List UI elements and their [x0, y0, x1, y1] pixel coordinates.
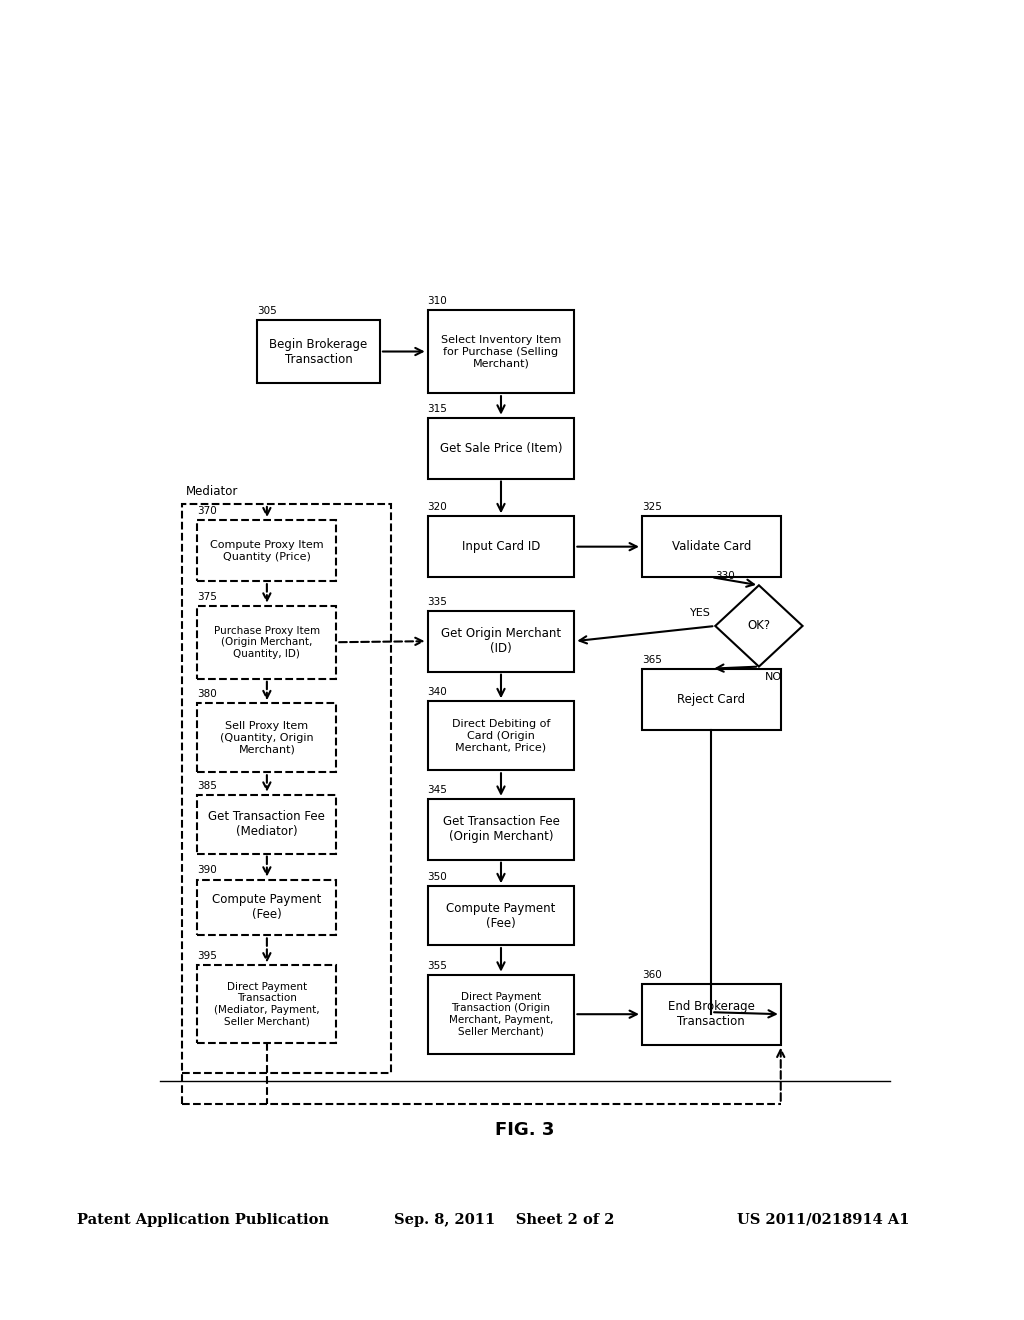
Text: Compute Payment
(Fee): Compute Payment (Fee)	[446, 902, 556, 929]
FancyBboxPatch shape	[642, 669, 780, 730]
FancyBboxPatch shape	[428, 799, 574, 859]
Text: Get Transaction Fee
(Origin Merchant): Get Transaction Fee (Origin Merchant)	[442, 816, 559, 843]
Text: Compute Proxy Item
Quantity (Price): Compute Proxy Item Quantity (Price)	[210, 540, 324, 561]
Text: Direct Payment
Transaction (Origin
Merchant, Payment,
Seller Merchant): Direct Payment Transaction (Origin Merch…	[449, 991, 553, 1036]
Text: Get Transaction Fee
(Mediator): Get Transaction Fee (Mediator)	[209, 810, 326, 838]
Text: 305: 305	[257, 306, 276, 315]
Text: Compute Payment
(Fee): Compute Payment (Fee)	[212, 894, 322, 921]
Text: Sep. 8, 2011    Sheet 2 of 2: Sep. 8, 2011 Sheet 2 of 2	[394, 1213, 614, 1226]
Text: 390: 390	[198, 866, 217, 875]
Text: Get Origin Merchant
(ID): Get Origin Merchant (ID)	[441, 627, 561, 655]
Text: 355: 355	[428, 961, 447, 970]
Text: Patent Application Publication: Patent Application Publication	[77, 1213, 329, 1226]
Text: 310: 310	[428, 296, 447, 306]
Text: 375: 375	[198, 591, 217, 602]
Text: Get Sale Price (Item): Get Sale Price (Item)	[439, 442, 562, 454]
Text: Sell Proxy Item
(Quantity, Origin
Merchant): Sell Proxy Item (Quantity, Origin Mercha…	[220, 721, 313, 754]
Text: 325: 325	[642, 502, 662, 512]
FancyBboxPatch shape	[428, 417, 574, 479]
Text: 385: 385	[198, 780, 217, 791]
FancyBboxPatch shape	[198, 606, 336, 678]
FancyBboxPatch shape	[428, 701, 574, 771]
Text: NO: NO	[765, 672, 782, 681]
Text: 380: 380	[198, 689, 217, 700]
Text: OK?: OK?	[748, 619, 770, 632]
FancyBboxPatch shape	[642, 983, 780, 1044]
Text: 335: 335	[428, 597, 447, 607]
Text: Direct Debiting of
Card (Origin
Merchant, Price): Direct Debiting of Card (Origin Merchant…	[452, 719, 550, 752]
Text: YES: YES	[690, 607, 712, 618]
Text: 370: 370	[198, 506, 217, 516]
FancyBboxPatch shape	[198, 795, 336, 854]
Text: 330: 330	[715, 572, 735, 581]
Polygon shape	[715, 585, 803, 667]
FancyBboxPatch shape	[198, 879, 336, 936]
Text: 340: 340	[428, 688, 447, 697]
Text: 320: 320	[428, 502, 447, 512]
Text: Purchase Proxy Item
(Origin Merchant,
Quantity, ID): Purchase Proxy Item (Origin Merchant, Qu…	[214, 626, 319, 659]
Text: 345: 345	[428, 784, 447, 795]
Text: Select Inventory Item
for Purchase (Selling
Merchant): Select Inventory Item for Purchase (Sell…	[441, 335, 561, 368]
Text: Direct Payment
Transaction
(Mediator, Payment,
Seller Merchant): Direct Payment Transaction (Mediator, Pa…	[214, 982, 319, 1027]
Text: 395: 395	[198, 952, 217, 961]
Text: End Brokerage
Transaction: End Brokerage Transaction	[668, 1001, 755, 1028]
Text: Input Card ID: Input Card ID	[462, 540, 541, 553]
FancyBboxPatch shape	[198, 520, 336, 581]
FancyBboxPatch shape	[428, 516, 574, 577]
FancyBboxPatch shape	[428, 310, 574, 393]
Text: 365: 365	[642, 655, 662, 664]
Text: 315: 315	[428, 404, 447, 413]
Text: Begin Brokerage
Transaction: Begin Brokerage Transaction	[269, 338, 368, 366]
FancyBboxPatch shape	[198, 704, 336, 772]
Text: 360: 360	[642, 970, 662, 979]
Text: Reject Card: Reject Card	[677, 693, 745, 706]
FancyBboxPatch shape	[428, 974, 574, 1053]
FancyBboxPatch shape	[198, 965, 336, 1043]
Text: Mediator: Mediator	[186, 484, 239, 498]
FancyBboxPatch shape	[428, 886, 574, 945]
FancyBboxPatch shape	[182, 504, 391, 1073]
Text: US 2011/0218914 A1: US 2011/0218914 A1	[737, 1213, 909, 1226]
Text: 350: 350	[428, 873, 447, 882]
FancyBboxPatch shape	[428, 611, 574, 672]
Text: Validate Card: Validate Card	[672, 540, 751, 553]
FancyBboxPatch shape	[257, 319, 380, 383]
FancyBboxPatch shape	[642, 516, 780, 577]
Text: FIG. 3: FIG. 3	[496, 1121, 554, 1139]
